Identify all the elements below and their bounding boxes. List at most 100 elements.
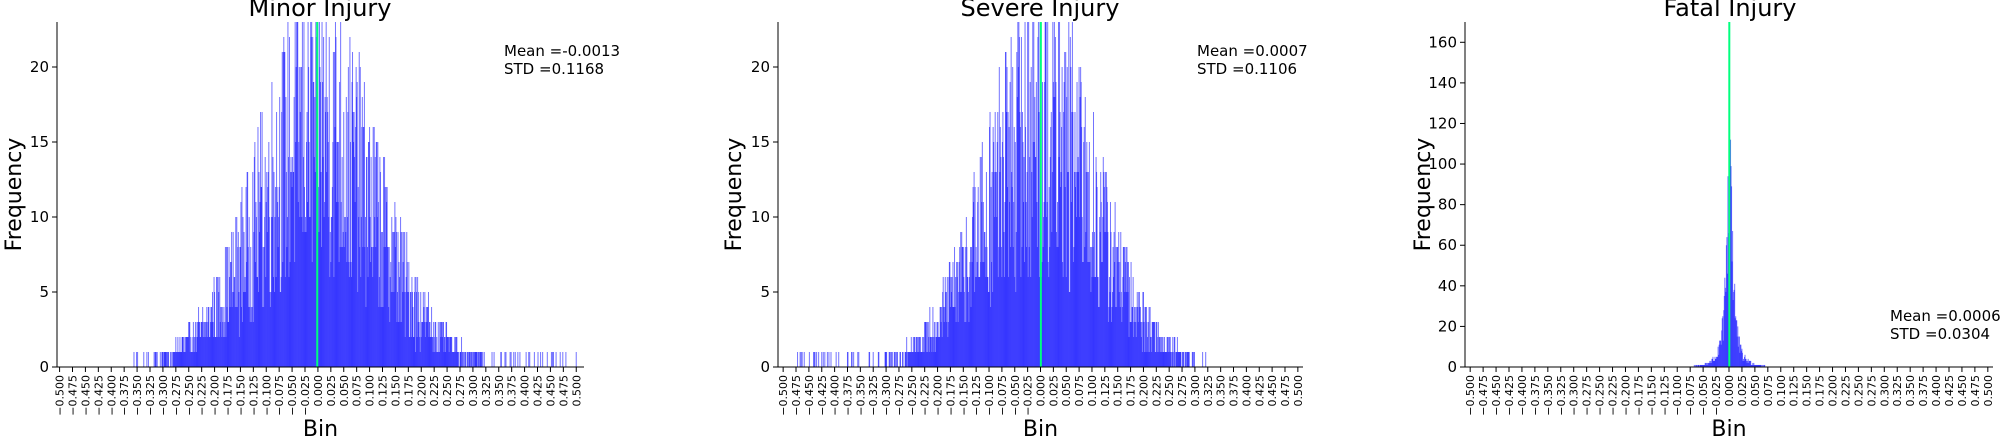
histogram-bar — [1037, 37, 1039, 367]
histogram-bar — [961, 247, 963, 367]
histogram-bar — [432, 337, 434, 367]
histogram-bar — [406, 232, 408, 367]
histogram-bar — [276, 112, 278, 367]
histogram-bar — [365, 307, 367, 367]
histogram-bar — [422, 322, 424, 367]
histogram-bar — [1718, 354, 1720, 367]
histogram-bar — [1020, 37, 1022, 367]
histogram-bar — [1055, 82, 1057, 367]
histogram-bar — [565, 352, 567, 367]
histogram-bar — [858, 352, 860, 367]
histogram-bar — [155, 352, 157, 367]
histogram-bar — [267, 187, 269, 367]
histogram-bar — [178, 352, 180, 367]
histogram-bar — [372, 277, 374, 367]
histogram-bar — [1114, 202, 1116, 367]
histogram-bar — [386, 187, 388, 367]
histogram-bar — [1722, 340, 1724, 367]
histogram-bar — [223, 337, 225, 367]
histogram-bar — [235, 217, 237, 367]
histogram-bar — [912, 352, 914, 367]
histogram-bar — [1702, 364, 1704, 367]
histogram-bar — [393, 232, 395, 367]
histogram-bar — [983, 262, 985, 367]
histogram-bar — [1080, 67, 1082, 367]
histogram-bar — [409, 292, 411, 367]
histogram-bar — [251, 322, 253, 367]
x-tick-label: 0.050 — [338, 375, 351, 407]
histogram-bar — [1025, 202, 1027, 367]
x-tick-label: 0.400 — [1240, 375, 1253, 407]
histogram-bar — [401, 322, 403, 367]
histogram-bar — [1173, 337, 1175, 367]
x-tick-label: −0.150 — [957, 375, 970, 416]
histogram-bar — [358, 217, 360, 367]
histogram-bar — [980, 262, 982, 367]
y-tick-label: 160 — [1428, 33, 1457, 51]
histogram-bar — [260, 112, 262, 367]
histogram-bar — [1052, 82, 1054, 367]
histogram-bar — [235, 307, 237, 367]
histogram-bar — [984, 232, 986, 367]
histogram-bar — [420, 292, 422, 367]
histogram-bar — [910, 337, 912, 367]
histogram-bar — [992, 127, 994, 367]
histogram-bar — [899, 352, 901, 367]
histogram-bar — [305, 217, 306, 367]
histogram-bar — [965, 322, 967, 367]
histogram-bar — [284, 277, 286, 367]
histogram-bar — [1026, 247, 1028, 367]
histogram-bar — [925, 322, 927, 367]
histogram-bar — [272, 277, 274, 367]
histogram-bar — [909, 352, 911, 367]
y-tick-label: 5 — [39, 283, 49, 301]
histogram-bar — [269, 292, 271, 367]
x-tick-label: −0.425 — [816, 375, 829, 416]
histogram-bar — [409, 337, 411, 367]
histogram-bar — [824, 352, 826, 367]
histogram-bar — [320, 172, 322, 367]
histogram-bar — [985, 277, 987, 367]
histogram-bar — [891, 352, 893, 367]
histogram-bar — [200, 337, 202, 367]
histogram-bar — [1696, 364, 1698, 367]
histogram-bar — [471, 352, 473, 367]
histogram-bar — [1082, 262, 1084, 367]
histogram-bar — [203, 337, 205, 367]
histogram-bar — [1117, 247, 1119, 367]
histogram-bar — [193, 337, 195, 367]
histogram-bar — [889, 352, 891, 367]
mean-annotation: Mean =0.0007 — [1197, 42, 1308, 60]
histogram-bar — [204, 322, 206, 367]
histogram-bar — [423, 307, 425, 367]
histogram-bar — [1119, 307, 1121, 367]
histogram-bar — [1147, 337, 1149, 367]
histogram-bar — [1151, 352, 1153, 367]
histogram-bar — [1754, 364, 1756, 367]
histogram-bar — [266, 232, 268, 367]
histogram-bar — [562, 352, 564, 367]
histogram-bar — [274, 292, 275, 367]
histogram-bar — [360, 217, 362, 367]
histogram-bar — [830, 352, 832, 367]
x-tick-label: 0.025 — [1736, 375, 1749, 407]
histogram-bar — [181, 337, 183, 367]
histogram-bar — [292, 157, 294, 367]
x-tick-label: 0.375 — [1228, 375, 1241, 407]
histogram-bar — [269, 307, 271, 367]
histogram-bar — [1168, 352, 1170, 367]
histogram-bar — [895, 352, 897, 367]
y-tick-label: 140 — [1428, 74, 1457, 92]
histogram-bar — [174, 352, 176, 367]
x-tick-label: 0.225 — [428, 375, 441, 407]
histogram-bar — [1107, 322, 1109, 367]
histogram-bar — [185, 337, 187, 367]
histogram-bar — [460, 352, 462, 367]
histogram-bar — [374, 157, 376, 367]
histogram-bar — [1030, 277, 1032, 367]
histogram-bar — [540, 352, 542, 367]
histogram-bar — [1184, 352, 1186, 367]
histogram-bar — [205, 337, 207, 367]
histogram-bar — [1079, 217, 1081, 367]
